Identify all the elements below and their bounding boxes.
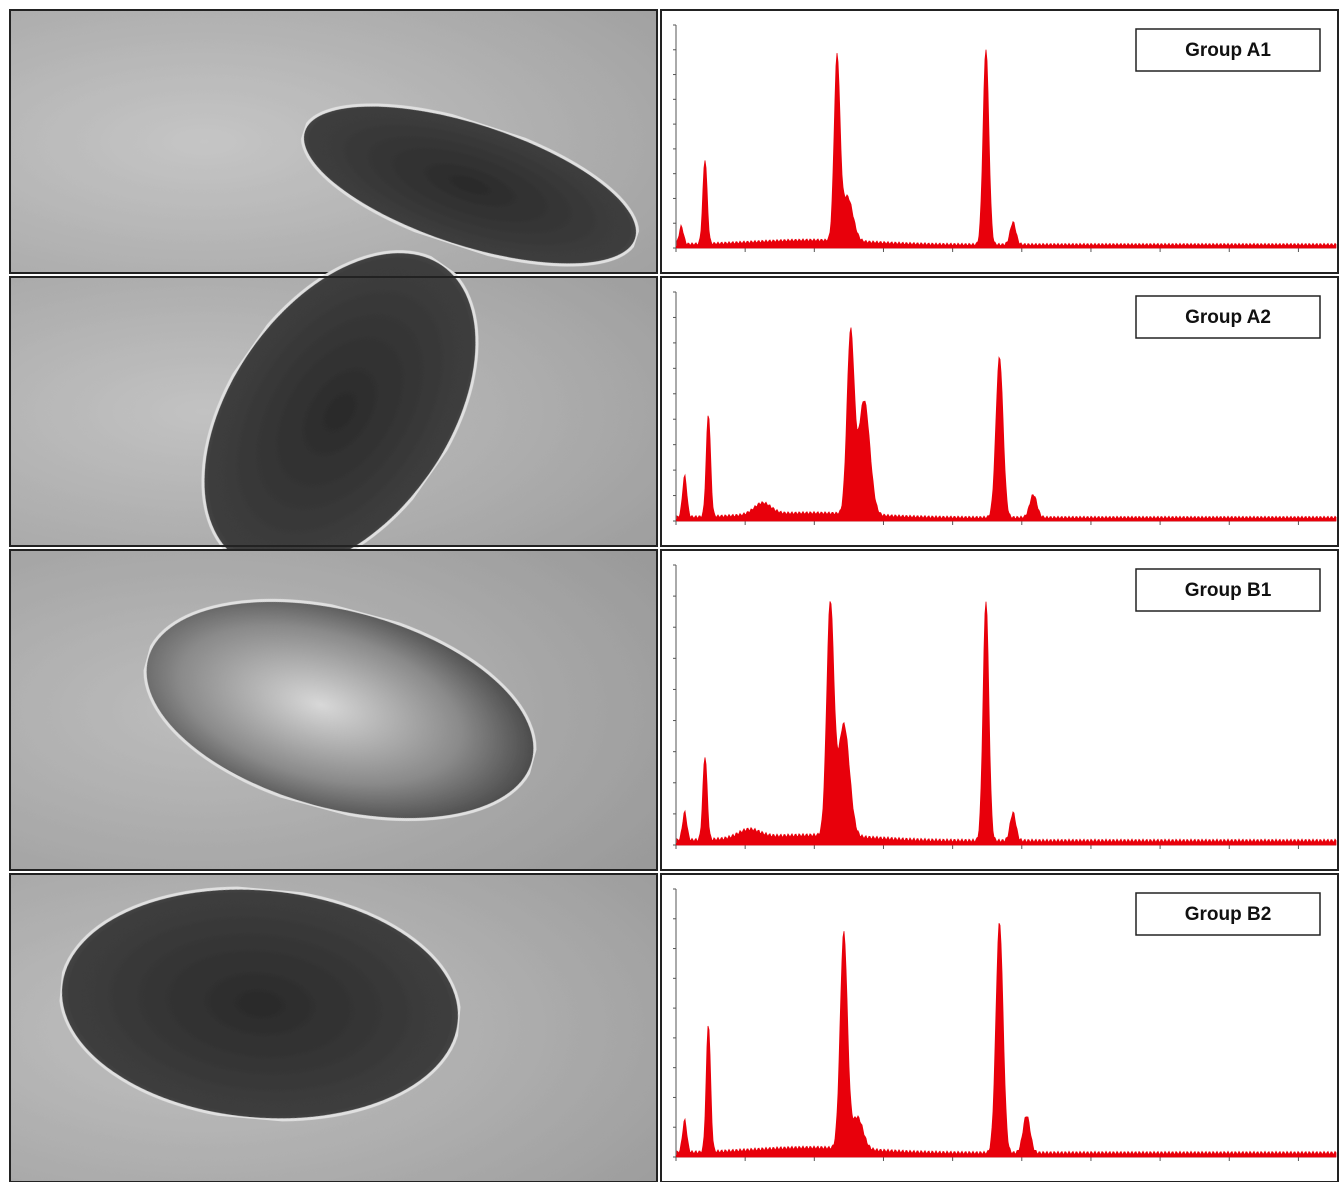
spectrum-trace <box>676 923 1337 1158</box>
pore <box>143 598 537 822</box>
spectrum-trace <box>676 49 1337 249</box>
sem-frame <box>9 549 658 871</box>
group-label: Group B2 <box>1185 904 1272 925</box>
panel: Group B2 <box>9 873 1339 1182</box>
label-box <box>1135 568 1321 612</box>
panel: Group A2 <box>9 250 1339 574</box>
panel: Group A1 <box>9 9 1339 274</box>
label-box <box>1135 892 1321 936</box>
group-label: Group B1 <box>1185 580 1272 601</box>
spectrum-trace <box>676 327 1337 522</box>
label-box <box>1135 295 1321 339</box>
sem-frame <box>9 873 658 1182</box>
group-label: Group A2 <box>1185 307 1271 328</box>
sem-frame <box>9 276 658 547</box>
pore <box>300 103 640 267</box>
group-label: Group A1 <box>1185 40 1271 61</box>
pore <box>59 886 461 1122</box>
panel: Group B1 <box>9 549 1339 871</box>
spectrum-trace <box>676 601 1337 846</box>
label-box <box>1135 28 1321 72</box>
